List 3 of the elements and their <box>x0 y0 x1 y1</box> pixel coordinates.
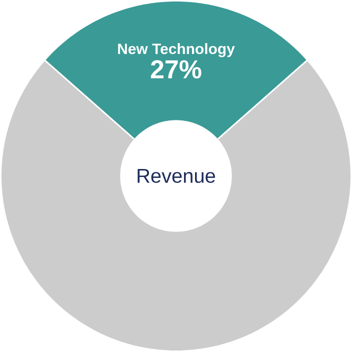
slice-label: New Technology <box>118 43 235 58</box>
text: Revenue <box>138 169 216 183</box>
data-label: 27% <box>150 60 202 78</box>
